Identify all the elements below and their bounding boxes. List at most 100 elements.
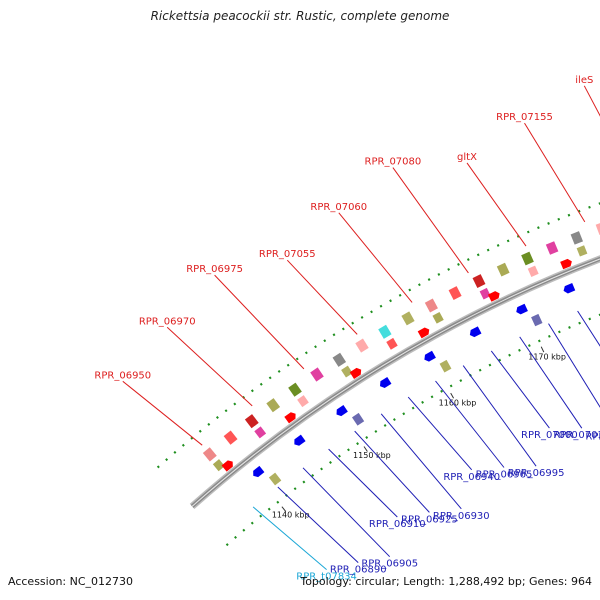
gene-block-outer-inner bbox=[479, 287, 491, 300]
gene-label: RPR_06950 bbox=[94, 370, 151, 381]
gene-label: RPR_07060 bbox=[310, 202, 367, 213]
label-leader-line bbox=[466, 162, 527, 247]
topology-text: Topology: circular; Length: 1,288,492 bp… bbox=[300, 575, 592, 588]
label-leader-line bbox=[277, 486, 359, 563]
gene-label: RPR_07055 bbox=[259, 249, 316, 260]
gene-block-outer bbox=[202, 447, 217, 462]
gene-block-outer bbox=[355, 338, 369, 353]
gene-block-outer-inner bbox=[297, 395, 309, 408]
scale-tick-mark bbox=[363, 446, 368, 452]
gene-block-outer bbox=[545, 241, 559, 255]
gene-block-outer-inner bbox=[432, 311, 444, 324]
reverse-gene-arrow bbox=[469, 326, 482, 338]
gene-block-outer bbox=[332, 352, 347, 367]
gene-label: RPR_06930 bbox=[433, 511, 490, 522]
label-leader-line bbox=[435, 380, 505, 468]
label-leader-line bbox=[354, 430, 430, 513]
gene-block-outer bbox=[496, 262, 510, 277]
gene-label: RPR_07155 bbox=[496, 112, 553, 123]
label-leader-line bbox=[519, 336, 583, 429]
scale-tick-mark bbox=[281, 506, 287, 512]
gene-label: RPR_06910 bbox=[369, 519, 426, 530]
gene-block-outer bbox=[244, 414, 259, 429]
gene-label: RPR_t07834 bbox=[296, 572, 357, 583]
forward-gene-arrow bbox=[221, 460, 233, 472]
gene-block-outer bbox=[310, 367, 324, 382]
reverse-gene-arrow bbox=[563, 282, 576, 294]
gene-labels: RPR_06950 RPR_06970 RPR_06975 RPR_07055 RPR_… bbox=[94, 75, 600, 583]
reverse-gene-arrow bbox=[424, 350, 436, 362]
reverse-gene-arrow bbox=[379, 376, 392, 388]
gene-block-outer-inner bbox=[341, 365, 353, 378]
scale-tick-label: 1160 kbp bbox=[439, 398, 477, 407]
gene-label: RPR_06925 bbox=[401, 514, 458, 525]
feature-tracks bbox=[202, 221, 600, 486]
label-leader-line bbox=[583, 85, 600, 117]
gene-label: RPR_06975 bbox=[186, 264, 243, 275]
reverse-gene-arrow bbox=[336, 404, 348, 417]
gene-label: RPR_07000 bbox=[521, 430, 578, 441]
label-leader-line bbox=[302, 467, 391, 558]
gene-block-outer-inner bbox=[212, 459, 225, 472]
map-title: Rickettsia peacockii str. Rustic, comple… bbox=[150, 9, 450, 23]
accession-text: Accession: NC_012730 bbox=[8, 575, 134, 588]
scale-tick-mark bbox=[450, 392, 455, 399]
scale-tick-label: 1150 kbp bbox=[353, 451, 391, 460]
outer-dotted-ring bbox=[156, 202, 600, 469]
forward-gene-arrow bbox=[284, 412, 296, 424]
label-leader-line bbox=[380, 413, 462, 510]
gene-label: RPR_07080 bbox=[365, 157, 422, 168]
forward-gene-arrow bbox=[487, 291, 500, 302]
scale-tick-mark bbox=[540, 346, 545, 353]
label-leader-line bbox=[548, 323, 600, 408]
reverse-gene-arrow bbox=[516, 303, 528, 315]
gene-block-outer-inner bbox=[254, 426, 267, 439]
label-leader-line bbox=[524, 122, 586, 223]
gene-block-inner bbox=[439, 359, 452, 373]
inner-dotted-ring bbox=[225, 313, 600, 547]
backbone-highlight bbox=[191, 258, 600, 507]
reverse-gene-arrow bbox=[253, 465, 265, 478]
label-leader-line bbox=[392, 167, 469, 274]
gene-block-inner bbox=[352, 412, 365, 426]
scale-tick-label: 1170 kbp bbox=[528, 352, 566, 361]
label-leader-line bbox=[252, 506, 327, 570]
gene-block-inner bbox=[531, 313, 543, 327]
gene-label: RPR_06940 bbox=[443, 472, 500, 483]
gene-block-outer bbox=[521, 251, 534, 266]
gene-block-outer bbox=[378, 324, 392, 339]
gene-label: RPR_06905 bbox=[361, 559, 418, 570]
label-leader-lines bbox=[122, 85, 600, 570]
forward-gene-arrow bbox=[417, 327, 430, 339]
gene-label: RPR_06890 bbox=[330, 565, 387, 576]
scale-tick-label: 1140 kbp bbox=[272, 511, 310, 520]
gene-label: ileS bbox=[575, 75, 593, 86]
reverse-gene-arrow bbox=[294, 434, 306, 446]
gene-block-outer-inner bbox=[576, 245, 588, 257]
map-rings bbox=[156, 202, 600, 547]
label-leader-line bbox=[122, 380, 203, 446]
forward-gene-arrow bbox=[349, 367, 362, 379]
gene-label: RPR_07015 bbox=[553, 430, 600, 441]
label-leader-line bbox=[338, 212, 413, 303]
gene-block-outer bbox=[570, 231, 584, 245]
forward-gene-arrow bbox=[560, 258, 572, 270]
gene-block-outer-inner bbox=[527, 265, 539, 278]
label-leader-line bbox=[577, 310, 600, 347]
gene-block-outer bbox=[448, 286, 462, 301]
gene-label: RPR_06965 bbox=[476, 470, 533, 481]
label-leader-line bbox=[214, 274, 305, 370]
gene-block-outer bbox=[266, 398, 281, 413]
label-leader-line bbox=[490, 350, 550, 429]
gene-block-outer bbox=[223, 430, 238, 445]
gene-label: RPR_06995 bbox=[508, 468, 565, 479]
gene-block-inner bbox=[268, 472, 282, 486]
label-leader-line bbox=[286, 259, 358, 335]
gene-block-outer bbox=[288, 382, 302, 397]
gene-block-outer bbox=[595, 221, 600, 236]
label-leader-line bbox=[462, 365, 537, 467]
gene-block-outer bbox=[424, 298, 438, 313]
gene-label: RPR_07020 bbox=[585, 431, 600, 442]
